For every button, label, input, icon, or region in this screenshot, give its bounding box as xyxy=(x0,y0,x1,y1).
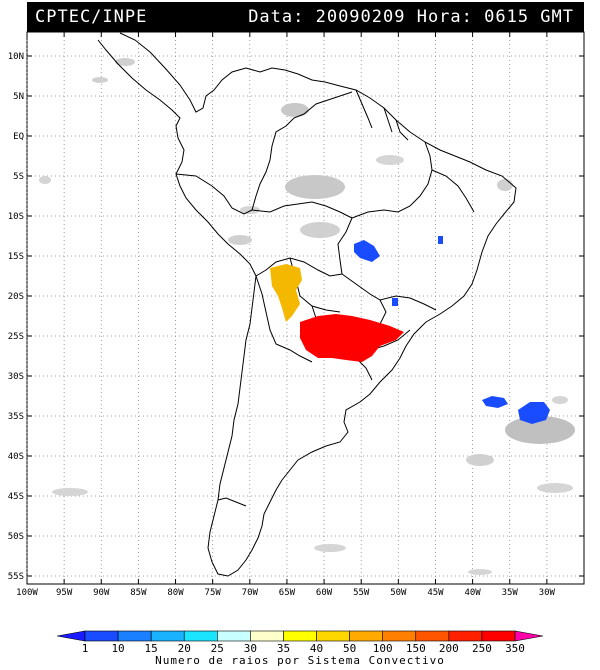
convective-systems xyxy=(270,236,550,424)
colorbar-label: 200 xyxy=(439,642,459,655)
atlantic-system-west xyxy=(482,396,508,408)
lon-tick-label: 95W xyxy=(56,588,73,598)
lat-tick-label: 20S xyxy=(8,292,24,302)
lat-tick-label: 10S xyxy=(8,212,24,222)
header-datetime: Data: 20090209 Hora: 0615 GMT xyxy=(248,7,574,27)
lat-tick-label: 15S xyxy=(8,252,24,262)
colorbar-label: 30 xyxy=(244,642,257,655)
colorbar-swatch xyxy=(183,630,218,642)
axis-ticks xyxy=(26,32,584,584)
colorbar-label: 150 xyxy=(406,642,426,655)
lon-tick-label: 50W xyxy=(390,588,407,598)
colorbar-title: Numero de raios por Sistema Convectivo xyxy=(155,654,445,667)
colorbar-label: 10 xyxy=(111,642,124,655)
lat-tick-label: 5S xyxy=(13,172,24,182)
colorbar-swatch xyxy=(382,630,417,642)
colorbar-swatch xyxy=(349,630,383,642)
latitude-labels: 10N 5N EQ 5S 10S 15S 20S 25S 30S 35S 40S 45S 50S 55S xyxy=(8,52,24,582)
lat-tick-label: 25S xyxy=(8,332,24,342)
colorbar-label: 25 xyxy=(211,642,224,655)
lat-tick-label: 50S xyxy=(8,532,24,542)
lon-tick-label: 45W xyxy=(427,588,444,598)
continent-outline xyxy=(97,32,517,577)
lat-tick-label: 35S xyxy=(8,412,24,422)
colorbar-label: 1 xyxy=(82,642,89,655)
lon-tick-label: 65W xyxy=(279,588,296,598)
colorbar-label: 50 xyxy=(343,642,356,655)
lat-tick-label: EQ xyxy=(13,132,24,142)
lon-tick-label: 100W xyxy=(16,588,38,598)
lon-tick-label: 40W xyxy=(464,588,481,598)
lon-tick-label: 90W xyxy=(93,588,110,598)
colorbar-label: 20 xyxy=(178,642,191,655)
colorbar-arrow-right xyxy=(514,630,544,642)
colorbar-label: 40 xyxy=(310,642,323,655)
lon-tick-label: 60W xyxy=(316,588,333,598)
colorbar-swatch xyxy=(217,630,251,642)
colorbar-swatch xyxy=(84,630,119,642)
lon-tick-label: 80W xyxy=(167,588,184,598)
lat-tick-label: 10N xyxy=(8,52,24,62)
colorbar-swatch xyxy=(415,630,450,642)
lat-tick-label: 45S xyxy=(8,492,24,502)
lat-tick-label: 40S xyxy=(8,452,24,462)
colorbar-swatch xyxy=(316,630,350,642)
bolivia-system xyxy=(270,264,302,322)
colorbar-labels: 1 10 15 20 25 30 35 40 50 100 150 200 250 350 xyxy=(82,642,525,655)
map-header: CPTEC/INPE Data: 20090209 Hora: 0615 GMT xyxy=(27,2,584,32)
colorbar-swatches xyxy=(56,630,544,642)
colorbar-swatch xyxy=(481,630,516,642)
colorbar-swatch xyxy=(117,630,152,642)
colorbar-swatch xyxy=(250,630,284,642)
lat-tick-label: 30S xyxy=(8,372,24,382)
colorbar-swatch xyxy=(448,630,483,642)
colorbar-label: 15 xyxy=(145,642,158,655)
colorbar-arrow-left xyxy=(56,630,86,642)
colorbar-swatch xyxy=(150,630,185,642)
south-brazil-paraguay-system xyxy=(300,314,404,362)
lon-tick-label: 55W xyxy=(353,588,370,598)
cloud-cover xyxy=(39,58,575,575)
colorbar-label: 350 xyxy=(505,642,525,655)
lon-tick-label: 75W xyxy=(205,588,222,598)
header-title: CPTEC/INPE xyxy=(35,7,148,27)
lon-tick-label: 35W xyxy=(502,588,519,598)
longitude-labels: 100W 95W 90W 85W 80W 75W 70W 65W 60W 55W 50W 45W 40W… xyxy=(16,588,555,598)
atlantic-system-east xyxy=(518,402,550,424)
mato-grosso-system xyxy=(354,240,380,262)
lon-tick-label: 85W xyxy=(130,588,147,598)
lat-tick-label: 5N xyxy=(13,92,24,102)
colorbar-label: 35 xyxy=(277,642,290,655)
colorbar-label: 250 xyxy=(472,642,492,655)
map-frame xyxy=(26,31,585,585)
sao-paulo-system xyxy=(392,298,398,306)
colorbar-swatch xyxy=(283,630,317,642)
lat-tick-label: 55S xyxy=(8,572,24,582)
goias-system xyxy=(438,236,443,244)
colorbar-label: 100 xyxy=(373,642,393,655)
colorbar: 1 10 15 20 25 30 35 40 50 100 150 200 250 350 xyxy=(56,630,544,655)
lon-tick-label: 70W xyxy=(242,588,259,598)
lon-tick-label: 30W xyxy=(539,588,556,598)
